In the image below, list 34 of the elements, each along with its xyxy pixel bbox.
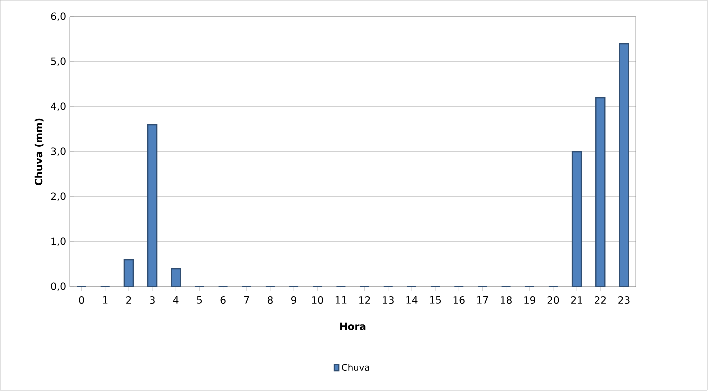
legend-label: Chuva [342,364,370,372]
x-tick-label: 2 [126,296,132,304]
x-tick-label: 12 [360,296,370,304]
x-tick-label: 22 [595,296,606,304]
x-tick-label: 17 [477,296,488,304]
y-tick-label: 0,0 [51,282,66,292]
y-tick-label: 1,0 [52,238,66,246]
y-tick-label: 4,0 [51,102,66,112]
x-tick-label: 3 [150,296,155,304]
x-tick-label: 23 [618,296,630,304]
x-tick-label: 13 [383,296,394,304]
x-tick-label: 5 [197,296,202,304]
x-tick-label: 14 [406,296,418,304]
x-tick-label: 1 [103,296,108,304]
x-axis-title: Hora [340,322,366,330]
x-tick-label: 16 [454,296,465,304]
x-tick-label: 18 [501,296,512,304]
y-tick-label: 5,0 [51,58,66,66]
x-tick-label: 8 [268,296,273,304]
x-tick-label: 7 [244,296,250,304]
x-tick-label: 9 [292,296,297,304]
y-axis-title: Chuva (mm) [34,118,44,186]
y-tick-label: 2,0 [51,192,66,202]
x-tick-label: 11 [336,296,347,304]
x-tick-label: 6 [220,296,226,304]
x-tick-label: 20 [548,296,560,304]
x-tick-label: 15 [430,296,442,304]
x-tick-label: 0 [79,296,84,304]
y-tick-label: 6,0 [51,12,66,22]
x-tick-label: 10 [312,296,324,304]
x-tick-label: 4 [173,296,179,304]
x-tick-label: 21 [571,296,582,304]
y-tick-label: 3,0 [51,148,66,156]
x-tick-label: 19 [524,296,536,304]
